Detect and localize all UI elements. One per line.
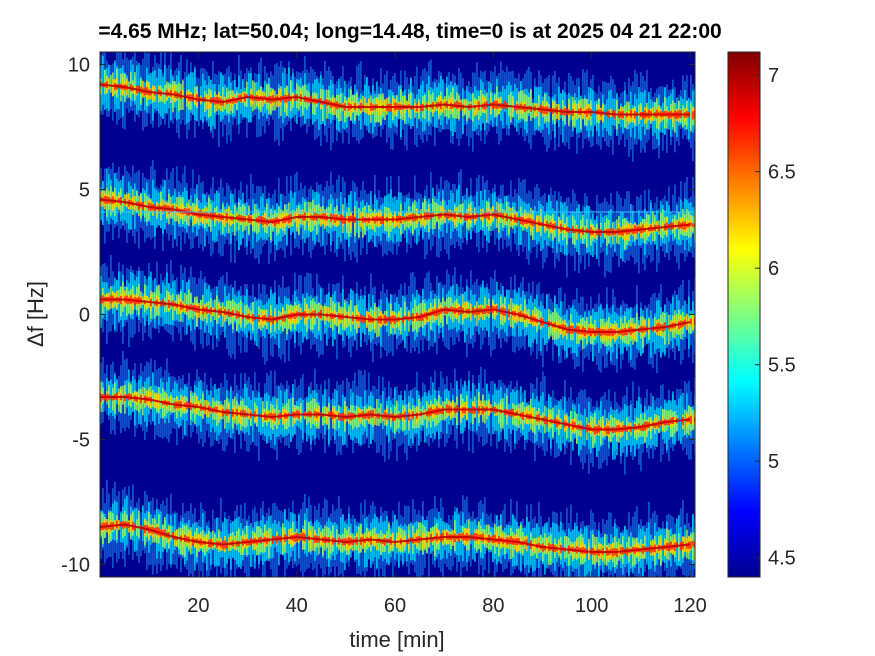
- y-tick-label-4: -10: [61, 555, 90, 577]
- trace-0: [100, 52, 695, 162]
- trace-3-core: [100, 396, 691, 431]
- trace-4: [100, 479, 695, 577]
- colorbar-tick-label-4: 6.5: [768, 162, 796, 184]
- colorbar-tick-label-1: 5: [768, 451, 779, 473]
- colorbar-tick-label-0: 4.5: [768, 548, 796, 570]
- y-tick-label-0: 10: [68, 55, 90, 77]
- trace-1-core: [100, 198, 691, 233]
- trace-3: [100, 350, 695, 475]
- heatmap-traces: [100, 52, 695, 577]
- x-axis-ticks: 20 40 60 80 100 120: [187, 52, 707, 617]
- y-axis-ticks: 10 5 0 -5 -10: [61, 55, 695, 577]
- colorbar-tick-label-3: 6: [768, 258, 779, 280]
- chart-title: =4.65 MHz; lat=50.04; long=14.48, time=0…: [98, 20, 721, 43]
- colorbar: [727, 51, 761, 578]
- trace-2: [100, 255, 695, 374]
- x-tick-label-2: 60: [384, 595, 406, 617]
- y-tick-label-2: 0: [79, 305, 90, 327]
- x-tick-label-5: 120: [673, 595, 706, 617]
- y-tick-label-1: 5: [79, 180, 90, 202]
- colorbar-ticks: 4.5 5 5.5 6 6.5 7: [755, 65, 796, 570]
- colorbar-tick-label-5: 7: [768, 65, 779, 87]
- trace-4-core: [100, 523, 691, 553]
- x-tick-label-1: 40: [286, 595, 308, 617]
- trace-2-core: [100, 298, 691, 333]
- y-axis-label: Δf [Hz]: [23, 281, 48, 347]
- y-tick-label-3: -5: [72, 430, 90, 452]
- x-axis-label: time [min]: [349, 627, 444, 652]
- x-tick-label-4: 100: [575, 595, 608, 617]
- colorbar-tick-label-2: 5.5: [768, 355, 796, 377]
- x-tick-label-3: 80: [482, 595, 504, 617]
- trace-0-core: [100, 83, 691, 116]
- x-tick-label-0: 20: [187, 595, 209, 617]
